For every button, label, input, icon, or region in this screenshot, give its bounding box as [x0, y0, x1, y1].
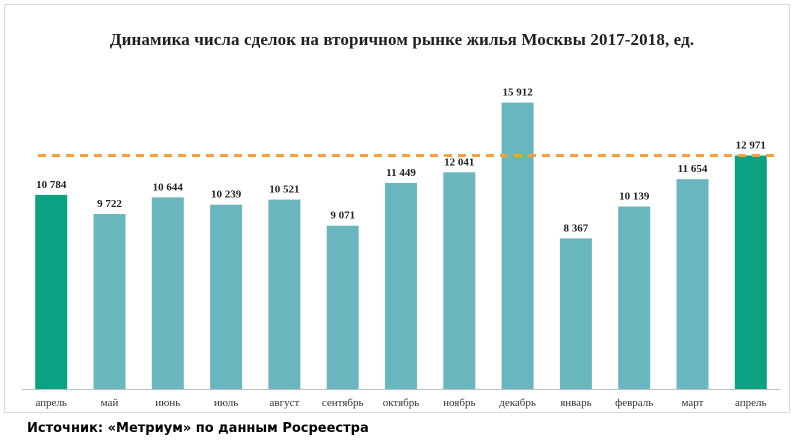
bar-value-label-3: 10 239 [211, 189, 242, 201]
bar-value-label-8: 15 912 [502, 87, 533, 99]
bar-5 [326, 225, 359, 389]
x-tick-label-3: июль [214, 397, 238, 409]
x-tick-label-8: декабрь [499, 397, 536, 409]
x-tick-label-1: май [101, 397, 119, 409]
bar-12 [734, 155, 767, 389]
x-tick-label-0: апрель [35, 397, 67, 409]
bar-value-label-5: 9 071 [330, 210, 355, 222]
bar-value-label-7: 12 041 [444, 156, 474, 168]
bar-value-label-1: 9 722 [97, 198, 122, 210]
x-tick-label-7: ноябрь [443, 397, 475, 409]
bar-1 [93, 214, 126, 389]
bar-10 [618, 206, 651, 389]
bar-value-label-12: 12 971 [736, 140, 766, 152]
bar-value-label-0: 10 784 [36, 179, 67, 191]
bar-value-label-4: 10 521 [269, 184, 299, 196]
x-tick-label-6: октябрь [383, 397, 420, 409]
bar-2 [151, 197, 184, 389]
bar-0 [35, 194, 68, 389]
x-tick-label-9: январь [560, 397, 591, 409]
bar-11 [676, 179, 709, 389]
bar-7 [443, 172, 476, 389]
x-tick-label-4: август [270, 397, 300, 409]
bar-9 [559, 238, 592, 389]
bar-value-label-9: 8 367 [564, 222, 589, 234]
bar-3 [210, 204, 243, 389]
x-tick-label-11: март [682, 397, 704, 409]
x-tick-label-10: февраль [615, 397, 653, 409]
source-note: Источник: «Метриум» по данным Росреестра [27, 421, 369, 436]
bar-value-label-6: 11 449 [386, 167, 416, 179]
bar-8 [501, 102, 534, 389]
x-tick-label-5: сентябрь [322, 397, 364, 409]
x-tick-label-12: апрель [735, 397, 767, 409]
bar-value-label-2: 10 644 [153, 181, 184, 193]
bar-value-label-10: 10 139 [619, 191, 650, 203]
bar-6 [385, 182, 417, 389]
bar-4 [268, 199, 301, 389]
chart-title: Динамика числа сделок на вторичном рынке… [109, 30, 695, 49]
bar-value-label-11: 11 654 [678, 163, 708, 175]
x-tick-label-2: июнь [155, 397, 180, 409]
